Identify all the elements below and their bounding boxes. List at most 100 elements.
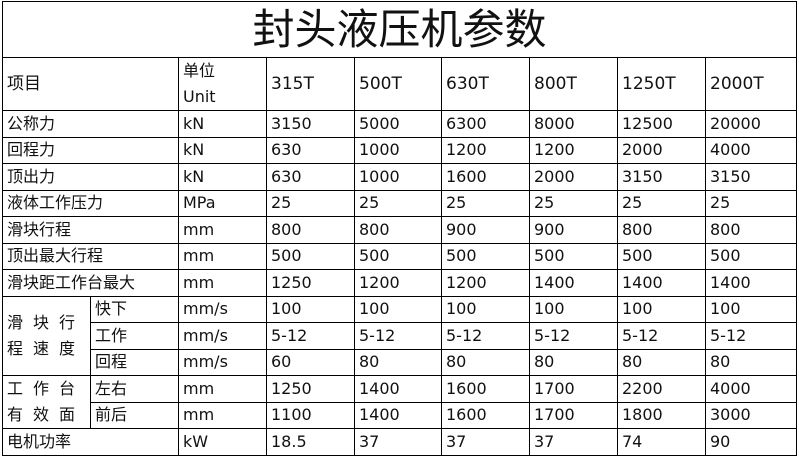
- value-cell: 74: [617, 428, 706, 456]
- table-row: 回程 mm/s 60 80 80 80 80 80: [3, 348, 798, 376]
- value-cell: 500: [354, 242, 442, 270]
- header-model: 2000T: [704, 57, 798, 111]
- table-row: 工作台有效面 左右 mm 1250 1400 1600 1700 2200 4000: [2, 375, 798, 429]
- value-cell: 3150: [617, 163, 706, 191]
- table-row: 滑块行程 mm 800 800 900 900 800 800: [2, 216, 798, 244]
- value-cell: 1100: [266, 401, 355, 429]
- header-model: 630T: [441, 57, 530, 111]
- value-cell: 90: [704, 428, 798, 456]
- row-label: 回程力: [2, 136, 179, 164]
- table-row: 顶出力 kN 630 1000 1600 2000 3150 3150: [2, 163, 798, 191]
- value-cell: 5-12: [617, 322, 706, 350]
- value-cell: 60: [266, 348, 355, 376]
- value-cell: 8000: [529, 110, 618, 138]
- header-model: 800T: [529, 57, 618, 111]
- table-row: 电机功率 kW 18.5 37 37 37 74 90: [2, 428, 798, 456]
- value-cell: 630: [266, 163, 355, 191]
- row-label: 滑块距工作台最大: [2, 269, 179, 297]
- row-sublabel: 工作: [90, 322, 179, 350]
- value-cell: 18.5: [266, 428, 355, 456]
- value-cell: 1600: [441, 163, 530, 191]
- value-cell: 100: [529, 295, 618, 323]
- value-cell: 1000: [354, 163, 442, 191]
- value-cell: 1200: [441, 136, 530, 164]
- value-cell: 1400: [704, 269, 798, 297]
- header-unit-cn: 单位: [183, 61, 216, 80]
- table-row: 工作 mm/s 5-12 5-12 5-12 5-12 5-12 5-12: [3, 322, 798, 350]
- value-cell: 1400: [354, 401, 442, 429]
- value-cell: 25: [354, 189, 442, 217]
- value-cell: 500: [529, 242, 618, 270]
- value-cell: 3150: [266, 110, 355, 138]
- value-cell: 25: [617, 189, 706, 217]
- row-sublabel: 快下: [90, 295, 179, 323]
- row-unit: MPa: [178, 189, 267, 217]
- value-cell: 5-12: [266, 322, 355, 350]
- value-cell: 37: [529, 428, 618, 456]
- value-cell: 800: [266, 216, 355, 244]
- value-cell: 900: [529, 216, 618, 244]
- table-row: 公称力 kN 3150 5000 6300 8000 12500 20000: [2, 110, 798, 138]
- value-cell: 1700: [529, 375, 618, 403]
- value-cell: 25: [441, 189, 530, 217]
- row-unit: mm/s: [178, 295, 267, 323]
- row-sublabel: 左右: [90, 375, 179, 403]
- value-cell: 25: [266, 189, 355, 217]
- value-cell: 1400: [617, 269, 706, 297]
- row-unit: mm: [178, 401, 267, 429]
- value-cell: 80: [617, 348, 706, 376]
- header-unit: 单位 Unit: [178, 57, 267, 111]
- group-label-slide-speed: 滑块行程速度: [2, 295, 91, 376]
- value-cell: 1700: [529, 401, 618, 429]
- row-unit: kN: [178, 163, 267, 191]
- value-cell: 630: [266, 136, 355, 164]
- row-unit: mm: [178, 269, 267, 297]
- value-cell: 100: [266, 295, 355, 323]
- value-cell: 1400: [354, 375, 442, 403]
- page-title: 封头液压机参数: [1, 1, 798, 58]
- value-cell: 500: [704, 242, 798, 270]
- value-cell: 80: [529, 348, 618, 376]
- value-cell: 1400: [529, 269, 618, 297]
- value-cell: 800: [704, 216, 798, 244]
- value-cell: 1200: [529, 136, 618, 164]
- value-cell: 1600: [441, 401, 530, 429]
- row-label: 电机功率: [2, 428, 179, 456]
- row-label: 公称力: [2, 110, 179, 138]
- row-unit: kW: [178, 428, 267, 456]
- row-unit: kN: [178, 136, 267, 164]
- row-sublabel: 前后: [90, 401, 179, 429]
- header-model: 1250T: [617, 57, 706, 111]
- value-cell: 1250: [266, 375, 355, 403]
- value-cell: 100: [354, 295, 442, 323]
- table-row: 液体工作压力 MPa 25 25 25 25 25 25: [2, 189, 798, 217]
- table-row: 滑块行程速度 快下 mm/s 100 100 100 100 100 100: [2, 295, 798, 376]
- value-cell: 500: [441, 242, 530, 270]
- row-unit: mm/s: [178, 348, 267, 376]
- row-label: 顶出力: [2, 163, 179, 191]
- value-cell: 1000: [354, 136, 442, 164]
- value-cell: 2000: [529, 163, 618, 191]
- value-cell: 2000: [617, 136, 706, 164]
- table-row: 前后 mm 1100 1400 1600 1700 1800 3000: [3, 401, 798, 429]
- header-model: 315T: [266, 57, 355, 111]
- value-cell: 3150: [704, 163, 798, 191]
- value-cell: 1600: [441, 375, 530, 403]
- value-cell: 1250: [266, 269, 355, 297]
- value-cell: 100: [617, 295, 706, 323]
- table-row: 滑块距工作台最大 mm 1250 1200 1200 1400 1400 1400: [2, 269, 798, 297]
- table-row: 回程力 kN 630 1000 1200 1200 2000 4000: [2, 136, 798, 164]
- value-cell: 800: [354, 216, 442, 244]
- value-cell: 1800: [617, 401, 706, 429]
- row-unit: mm: [178, 375, 267, 403]
- header-item: 项目: [2, 57, 179, 111]
- row-label: 液体工作压力: [2, 189, 179, 217]
- row-sublabel: 回程: [90, 348, 179, 376]
- value-cell: 5-12: [529, 322, 618, 350]
- value-cell: 800: [617, 216, 706, 244]
- value-cell: 20000: [704, 110, 798, 138]
- row-label: 滑块行程: [2, 216, 179, 244]
- value-cell: 1200: [354, 269, 442, 297]
- press-parameter-table: 封头液压机参数 项目 单位 Unit 315T 500T 630T 800T 12…: [1, 1, 798, 456]
- value-cell: 500: [266, 242, 355, 270]
